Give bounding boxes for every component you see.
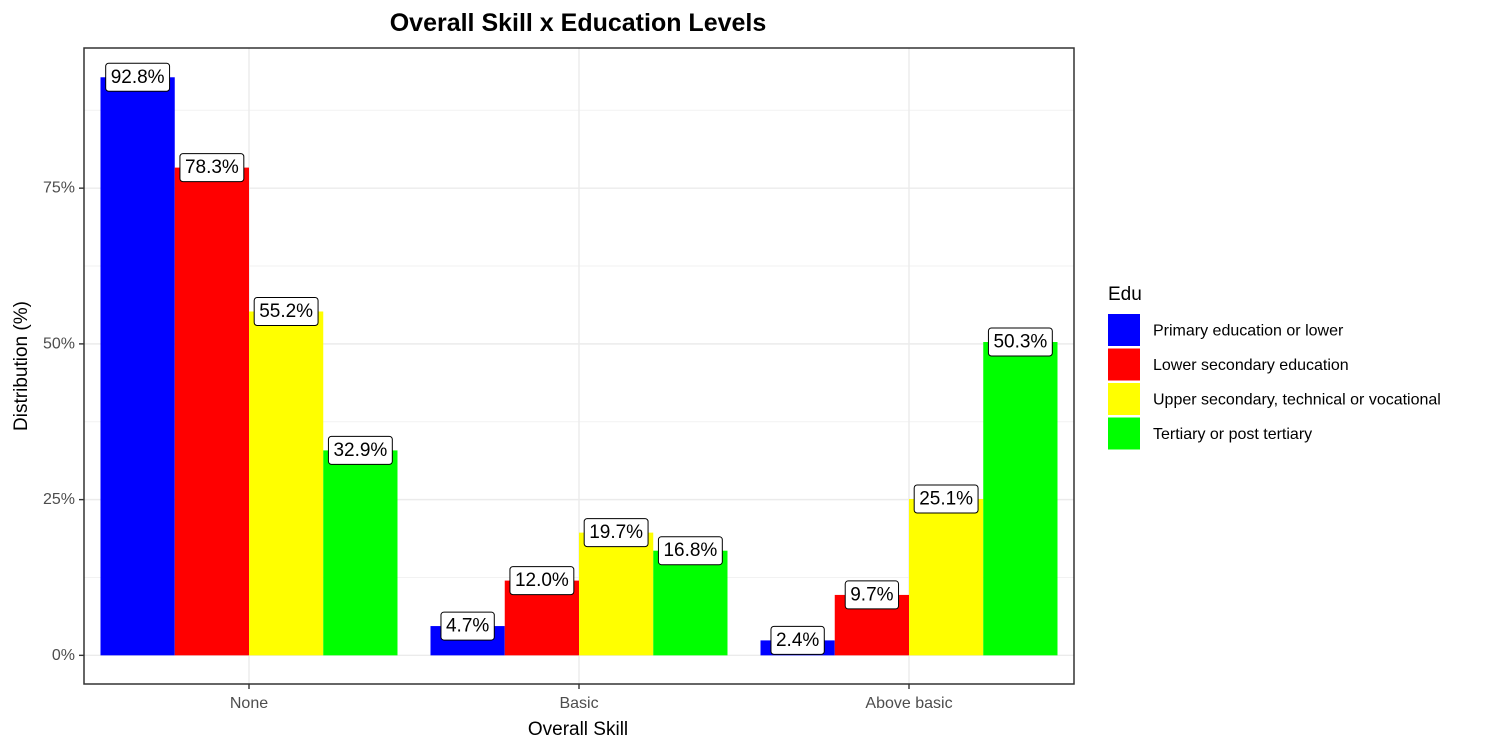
data-label-text: 50.3% <box>993 332 1047 353</box>
bars <box>100 77 1058 656</box>
y-tick-label: 50% <box>43 335 75 352</box>
bar <box>323 450 398 656</box>
y-tick-label: 75% <box>43 180 75 197</box>
bar <box>653 550 728 656</box>
data-label: 92.8% <box>105 62 171 92</box>
data-label: 32.9% <box>327 435 393 465</box>
data-label-box <box>770 625 825 655</box>
x-axis: None Basic Above basic <box>230 684 953 712</box>
data-label-box <box>657 536 723 566</box>
data-label-box <box>253 296 319 326</box>
x-axis-title: Overall Skill <box>528 719 628 740</box>
data-label-text: 55.2% <box>259 301 313 322</box>
x-tick-label: Basic <box>559 695 598 712</box>
x-tick-label: None <box>230 695 268 712</box>
legend: Edu Primary education or lower Lower seco… <box>1108 284 1441 450</box>
data-label: 9.7% <box>844 580 900 610</box>
data-label-text: 12.0% <box>515 570 569 591</box>
data-labels: 92.8% 4.7% 2.4% 78.3% 12.0% 9.7% 55.2% 19.7% 25.… <box>105 62 1053 655</box>
data-label-text: 92.8% <box>111 67 165 88</box>
data-label: 25.1% <box>913 484 979 514</box>
data-label-text: 16.8% <box>663 540 717 561</box>
data-label-text: 25.1% <box>919 488 973 509</box>
bar <box>579 532 654 656</box>
bar <box>983 342 1058 656</box>
chart-title: Overall Skill x Education Levels <box>390 9 767 37</box>
legend-title: Edu <box>1108 284 1142 305</box>
data-label-box <box>509 566 575 596</box>
legend-key <box>1108 383 1140 415</box>
data-label: 2.4% <box>770 625 825 655</box>
bar <box>909 498 984 656</box>
y-tick-label: 0% <box>52 647 75 664</box>
data-label: 16.8% <box>657 536 723 566</box>
data-label: 50.3% <box>987 327 1053 357</box>
x-tick-label: Above basic <box>865 695 952 712</box>
data-label: 55.2% <box>253 296 319 326</box>
data-label-box <box>987 327 1053 357</box>
data-label-text: 78.3% <box>185 157 239 178</box>
y-tick-label: 25% <box>43 491 75 508</box>
legend-key <box>1108 417 1140 450</box>
data-label-text: 4.7% <box>446 616 489 637</box>
y-axis: 0% 25% 50% 75% <box>43 180 84 664</box>
data-label: 4.7% <box>440 611 495 641</box>
data-label: 78.3% <box>179 153 245 183</box>
legend-label: Tertiary or post tertiary <box>1153 426 1312 443</box>
legend-key <box>1108 348 1140 381</box>
bar <box>100 77 175 656</box>
data-label-text: 19.7% <box>589 522 643 543</box>
data-label-text: 9.7% <box>850 584 893 605</box>
y-axis-title: Distribution (%) <box>11 301 32 431</box>
data-label-box <box>913 484 979 514</box>
legend-label: Lower secondary education <box>1153 357 1349 374</box>
data-label-box <box>327 435 393 465</box>
data-label-text: 2.4% <box>776 630 819 651</box>
data-label-box <box>583 518 649 548</box>
bar <box>174 167 249 656</box>
data-label-box <box>105 62 171 92</box>
legend-label: Upper secondary, technical or vocational <box>1153 392 1441 409</box>
data-label: 12.0% <box>509 566 575 596</box>
legend-label: Primary education or lower <box>1153 323 1344 340</box>
data-label-box <box>440 611 495 641</box>
data-label: 19.7% <box>583 518 649 548</box>
legend-key <box>1108 314 1140 346</box>
data-label-text: 32.9% <box>333 440 387 461</box>
data-label-box <box>179 153 245 183</box>
data-label-box <box>844 580 900 610</box>
bar <box>249 311 324 656</box>
